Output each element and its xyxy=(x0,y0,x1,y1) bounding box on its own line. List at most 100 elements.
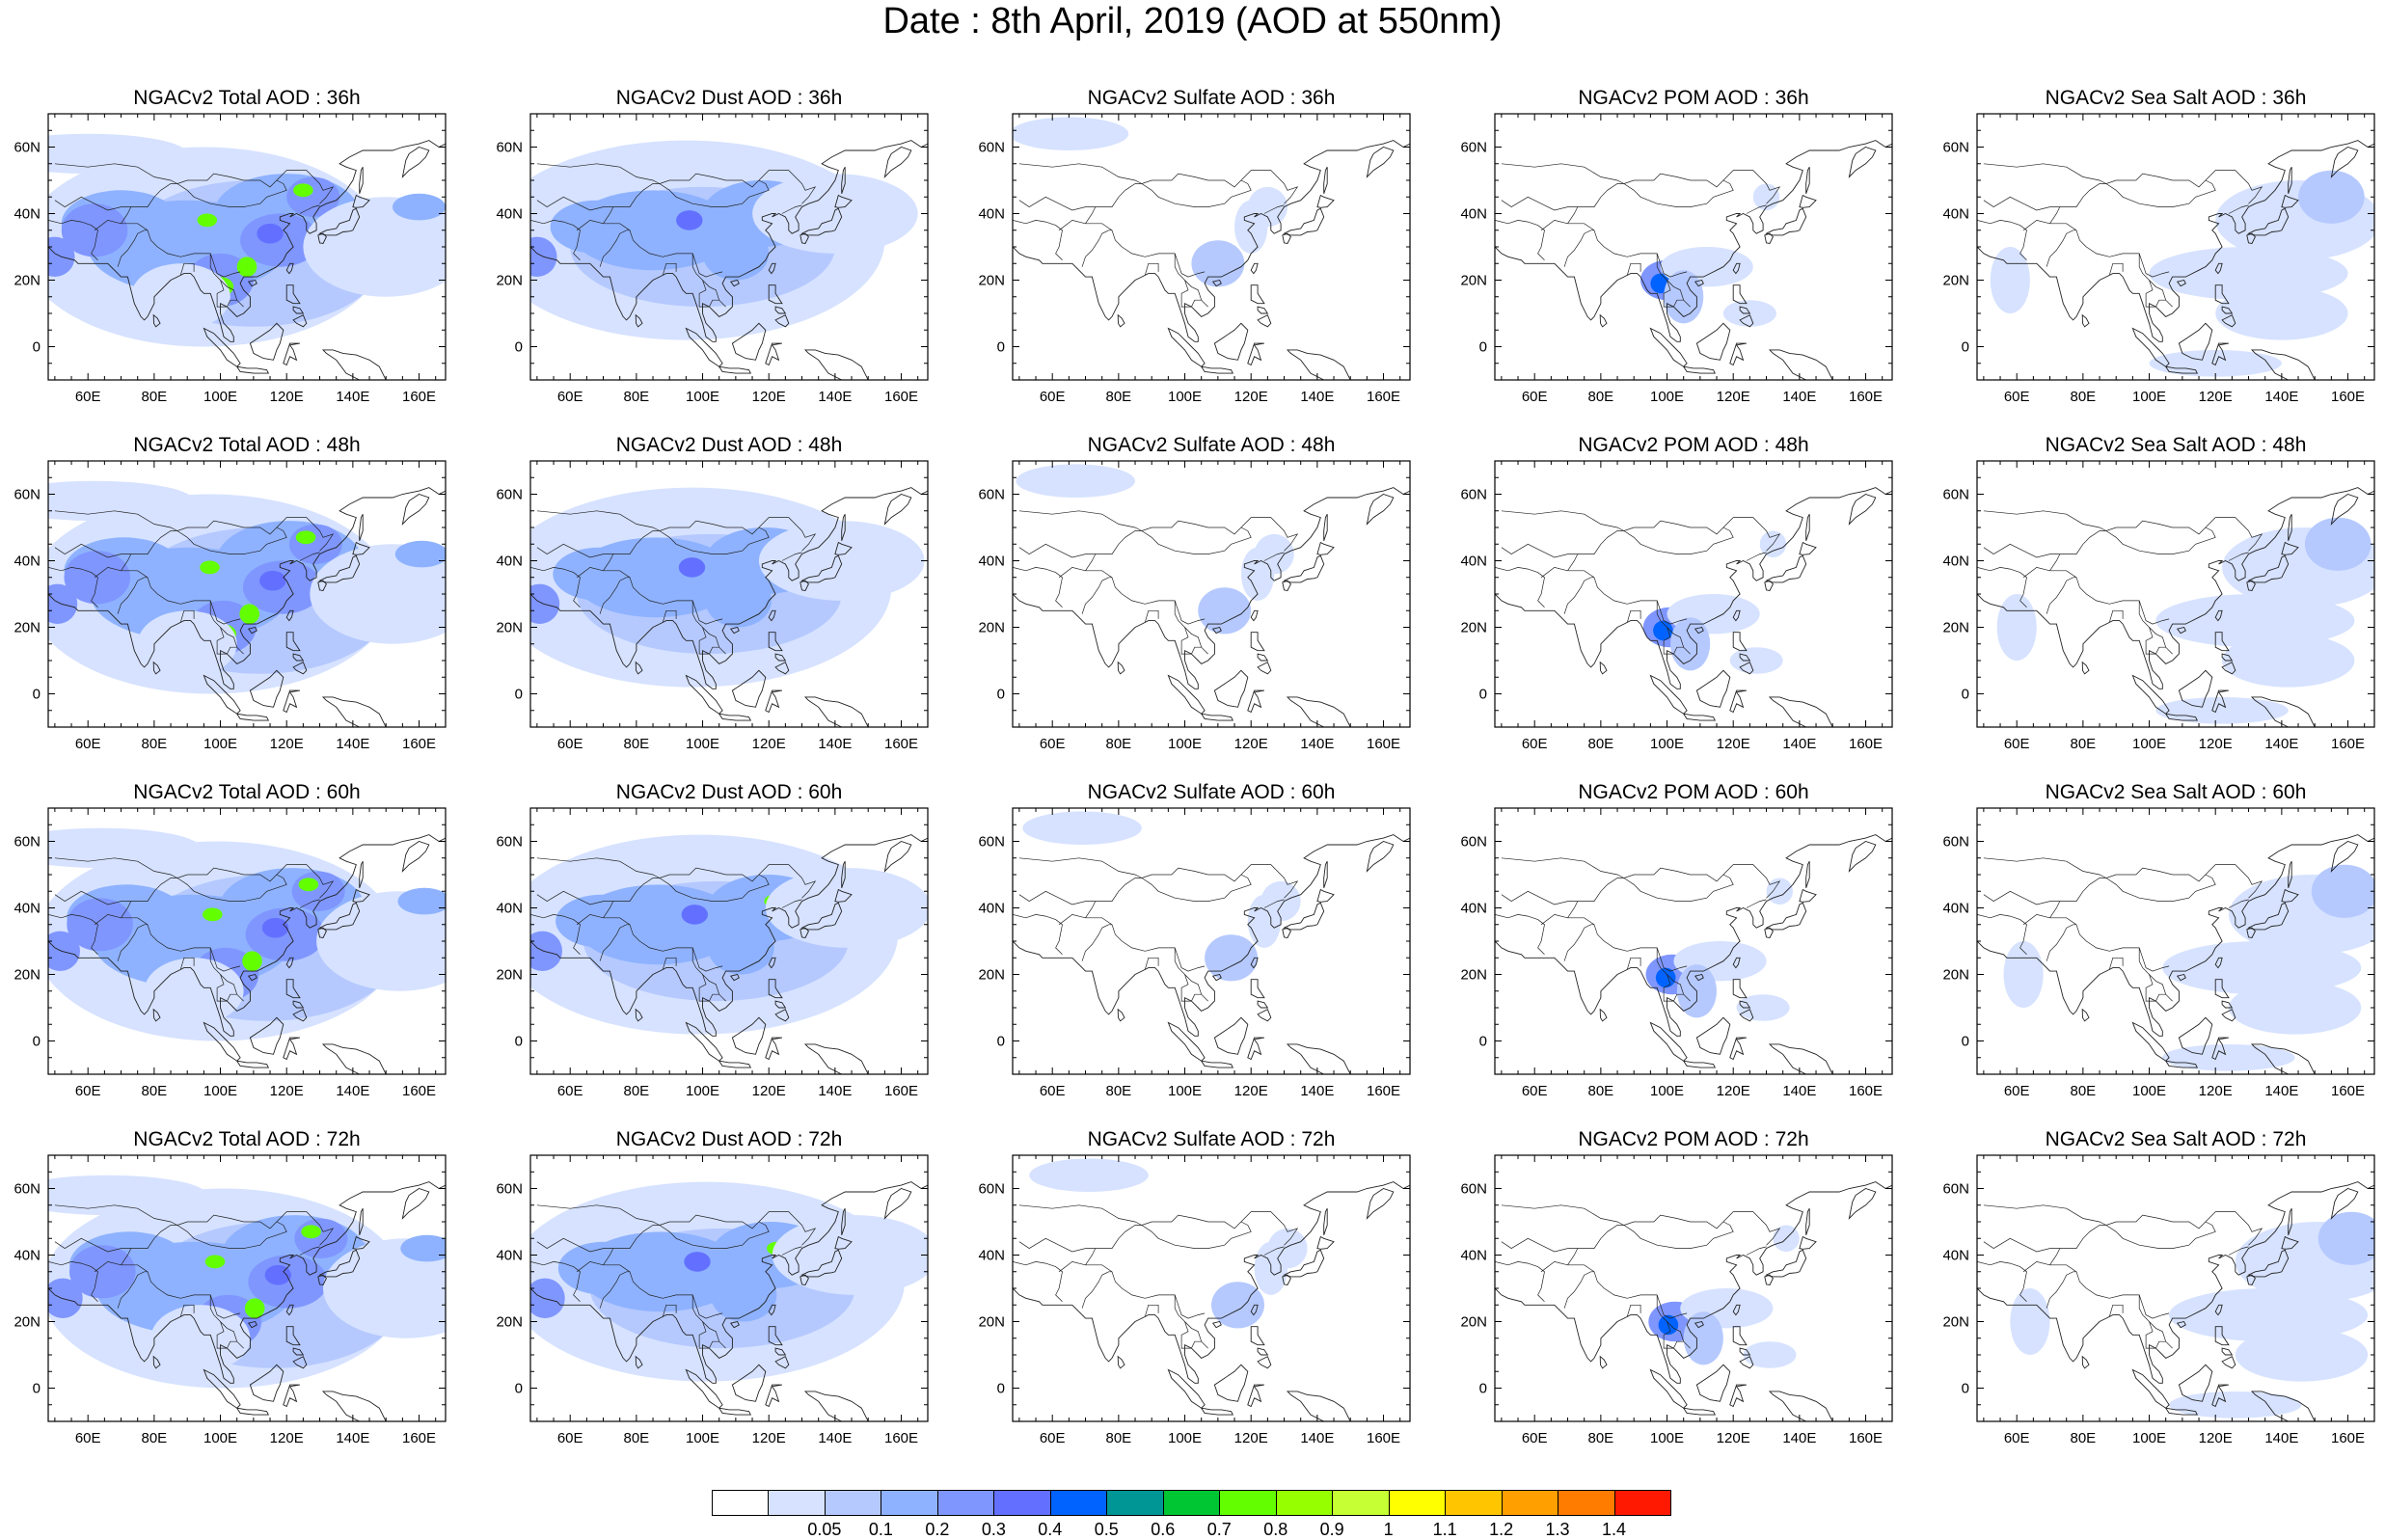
y-tick-label: 60N xyxy=(978,140,1005,156)
aod-contour xyxy=(684,1252,711,1272)
aod-field xyxy=(1977,1155,2374,1421)
x-tick-label: 80E xyxy=(1588,389,1614,405)
aod-field xyxy=(1977,461,2374,727)
aod-contour xyxy=(393,193,446,221)
y-tick-label: 40N xyxy=(14,554,41,570)
coastline-layer xyxy=(530,461,928,727)
aod-contour xyxy=(48,236,75,277)
x-tick-label: 80E xyxy=(142,736,168,752)
coastline-layer xyxy=(48,114,446,380)
x-tick-label: 100E xyxy=(2132,736,2166,752)
x-tick-label: 140E xyxy=(818,389,852,405)
x-tick-label: 140E xyxy=(2264,389,2298,405)
y-tick-label: 0 xyxy=(1962,1381,1969,1397)
y-tick-label: 60N xyxy=(1942,487,1969,503)
aod-map: 60E 80E 100E 120E 140E 160E 60N 40N 20N 0 xyxy=(978,1154,1411,1446)
x-tick-label: 60E xyxy=(557,736,583,752)
colorbar-label: 0.05 xyxy=(807,1520,842,1539)
aod-contour xyxy=(2215,286,2348,340)
x-tick-label: 140E xyxy=(336,1083,369,1099)
aod-contour xyxy=(772,1215,928,1295)
panel-title: NGACv2 POM AOD : 48h xyxy=(1578,434,1809,456)
map-panel-sulfate: NGACv2 Sulfate AOD : 48h 60E 80E 100E 120E 14… xyxy=(964,432,1427,779)
x-tick-label: 120E xyxy=(1234,1430,1268,1446)
coastline-layer xyxy=(48,1155,446,1421)
y-tick-label: 60N xyxy=(1942,1181,1969,1198)
y-tick-label: 60N xyxy=(496,834,523,851)
aod-contour xyxy=(203,907,223,922)
y-tick-label: 40N xyxy=(1460,1248,1487,1264)
x-tick-label: 100E xyxy=(203,736,237,752)
aod-contour xyxy=(295,530,316,545)
aod-map: 60E 80E 100E 120E 140E 160E 60N 40N 20N 0 xyxy=(978,460,1411,752)
x-tick-label: 140E xyxy=(1300,1430,1334,1446)
aod-contour xyxy=(288,524,342,564)
y-tick-label: 20N xyxy=(1942,1314,1969,1331)
panel-title: NGACv2 Sea Salt AOD : 60h xyxy=(2045,781,2307,803)
x-tick-label: 160E xyxy=(884,1083,918,1099)
panel-title: NGACv2 Total AOD : 72h xyxy=(133,1128,361,1150)
y-tick-label: 0 xyxy=(1962,1034,1969,1050)
x-tick-label: 120E xyxy=(2199,389,2233,405)
aod-contour xyxy=(261,917,289,938)
y-tick-label: 20N xyxy=(1460,273,1487,289)
y-tick-label: 40N xyxy=(1942,901,1969,917)
x-tick-label: 140E xyxy=(2264,1430,2298,1446)
coastline-layer xyxy=(1977,461,2374,727)
colorbar-swatch xyxy=(1332,1490,1390,1516)
coastline-layer xyxy=(1013,461,1410,727)
aod-contour xyxy=(400,1234,446,1262)
coastline-layer xyxy=(48,808,446,1074)
aod-contour xyxy=(557,1241,651,1295)
map-panel-dust: NGACv2 Dust AOD : 36h 60E 80E 100E 120E 140E 1… xyxy=(482,85,945,432)
x-tick-label: 60E xyxy=(2004,736,2030,752)
x-tick-label: 120E xyxy=(1234,389,1268,405)
y-tick-label: 60N xyxy=(496,1181,523,1198)
y-tick-label: 60N xyxy=(14,140,41,156)
x-tick-label: 160E xyxy=(402,1430,436,1446)
aod-contour xyxy=(204,1255,226,1269)
aod-contour xyxy=(301,1225,321,1239)
x-tick-label: 80E xyxy=(2071,1430,2097,1446)
aod-field xyxy=(1013,114,1410,380)
panel-title: NGACv2 Total AOD : 36h xyxy=(133,87,361,109)
aod-contour xyxy=(67,898,133,952)
aod-map: 60E 80E 100E 120E 140E 160E 60N 40N 20N 0 xyxy=(14,1154,447,1446)
colorbar-label: 0.1 xyxy=(868,1520,893,1539)
y-tick-label: 0 xyxy=(1962,339,1969,356)
aod-map: 60E 80E 100E 120E 140E 160E 60N 40N 20N 0 xyxy=(14,460,447,752)
y-tick-label: 60N xyxy=(1460,487,1487,503)
x-tick-label: 60E xyxy=(1040,1083,1066,1099)
colorbar-label: 0.3 xyxy=(981,1520,1006,1539)
x-tick-label: 60E xyxy=(1040,736,1066,752)
aod-field xyxy=(1013,461,1410,727)
aod-contour xyxy=(1267,1228,1308,1269)
y-tick-label: 20N xyxy=(14,620,41,636)
x-tick-label: 80E xyxy=(142,1083,168,1099)
x-tick-label: 160E xyxy=(1367,736,1400,752)
aod-contour xyxy=(316,891,446,991)
y-tick-label: 60N xyxy=(1460,1181,1487,1198)
map-panel-total: NGACv2 Total AOD : 72h 60E 80E 100E 120E 140E… xyxy=(0,1126,463,1473)
aod-contour xyxy=(2304,517,2371,571)
colorbar-swatch xyxy=(936,1490,995,1516)
y-tick-label: 20N xyxy=(496,967,523,984)
colorbar-swatch xyxy=(768,1490,826,1516)
x-tick-label: 120E xyxy=(270,1430,304,1446)
x-tick-label: 60E xyxy=(1522,389,1548,405)
aod-map: 60E 80E 100E 120E 140E 160E 60N 40N 20N 0 xyxy=(496,460,929,752)
x-tick-label: 80E xyxy=(1588,736,1614,752)
x-tick-label: 120E xyxy=(752,1083,786,1099)
coastline-layer xyxy=(1495,808,1892,1074)
aod-contour xyxy=(48,931,80,971)
y-tick-label: 20N xyxy=(1942,620,1969,636)
x-tick-label: 140E xyxy=(1782,1083,1816,1099)
x-tick-label: 120E xyxy=(2199,1083,2233,1099)
aod-contour xyxy=(708,921,774,975)
x-tick-label: 140E xyxy=(1782,1430,1816,1446)
panel-title: NGACv2 POM AOD : 36h xyxy=(1578,87,1809,109)
panel-title: NGACv2 Dust AOD : 48h xyxy=(615,434,843,456)
x-tick-label: 120E xyxy=(270,389,304,405)
x-tick-label: 60E xyxy=(75,736,101,752)
aod-field xyxy=(48,808,446,1074)
